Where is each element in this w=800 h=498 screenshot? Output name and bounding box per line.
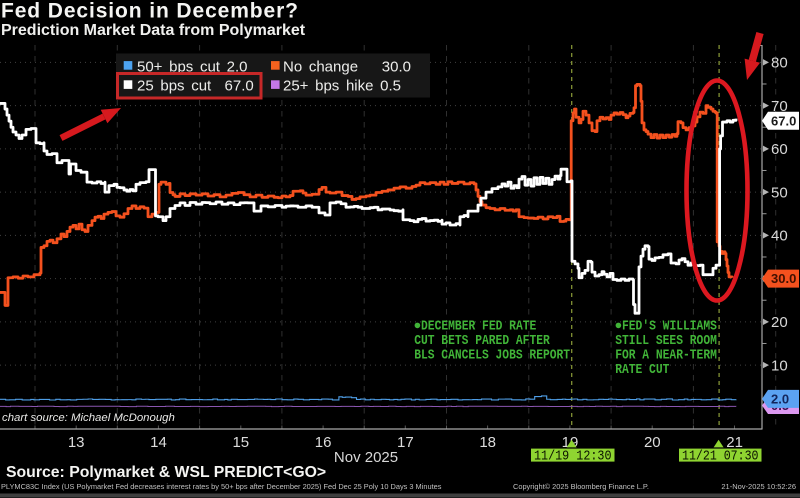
svg-text:No change: No change: [283, 58, 358, 75]
svg-text:18: 18: [479, 434, 496, 451]
svg-text:DECEMBER FED RATE: DECEMBER FED RATE: [421, 319, 536, 335]
svg-text:chart source: Michael McDonoug: chart source: Michael McDonough: [2, 412, 175, 424]
svg-text:21-Nov-2025 10:52:26: 21-Nov-2025 10:52:26: [721, 482, 796, 491]
svg-text:16: 16: [315, 434, 332, 451]
svg-text:14: 14: [150, 434, 167, 451]
svg-text:11/19 12:30: 11/19 12:30: [534, 450, 612, 465]
svg-text:2.0: 2.0: [771, 392, 789, 407]
svg-text:30.0: 30.0: [771, 271, 796, 286]
svg-text:CUT BETS PARED AFTER: CUT BETS PARED AFTER: [414, 333, 550, 349]
svg-text:50+ bps cut 2.0: 50+ bps cut 2.0: [137, 58, 248, 75]
svg-text:FED'S WILLIAMS: FED'S WILLIAMS: [622, 319, 717, 335]
svg-text:50: 50: [771, 184, 788, 201]
svg-text:20: 20: [644, 434, 661, 451]
svg-text:Source: Polymarket & WSL PREDI: Source: Polymarket & WSL PREDICT<GO>: [6, 464, 326, 481]
svg-text:13: 13: [68, 434, 85, 451]
svg-text:Fed Decision in December?: Fed Decision in December?: [1, 0, 299, 23]
svg-text:PLYMC83C Index (US Polymarket: PLYMC83C Index (US Polymarket Fed decrea…: [1, 482, 442, 491]
svg-text:17: 17: [397, 434, 414, 451]
svg-text:30.0: 30.0: [382, 58, 411, 75]
svg-text:60: 60: [771, 141, 788, 158]
svg-text:20: 20: [771, 314, 788, 331]
svg-text:FOR A NEAR-TERM: FOR A NEAR-TERM: [615, 348, 717, 364]
svg-text:25+ bps hike 0.5: 25+ bps hike 0.5: [283, 78, 401, 95]
svg-text:Copyright© 2025 Bloomberg Fina: Copyright© 2025 Bloomberg Finance L.P.: [513, 482, 649, 491]
svg-text:70: 70: [771, 98, 788, 115]
svg-text:11/21 07:30: 11/21 07:30: [682, 450, 759, 465]
svg-text:BLS CANCELS JOBS REPORT: BLS CANCELS JOBS REPORT: [414, 348, 570, 364]
svg-text:15: 15: [232, 434, 249, 451]
svg-text:RATE CUT: RATE CUT: [615, 362, 669, 378]
svg-text:80: 80: [771, 55, 788, 72]
svg-text:67.0: 67.0: [771, 113, 796, 128]
svg-text:25 bps cut 67.0: 25 bps cut 67.0: [137, 78, 254, 95]
svg-text:Nov 2025: Nov 2025: [334, 449, 398, 466]
svg-text:10: 10: [771, 357, 788, 374]
svg-text:Prediction Market Data from Po: Prediction Market Data from Polymarket: [1, 22, 306, 39]
svg-text:STILL SEES ROOM: STILL SEES ROOM: [615, 333, 717, 349]
svg-text:40: 40: [771, 228, 788, 245]
svg-text:21: 21: [726, 434, 743, 451]
